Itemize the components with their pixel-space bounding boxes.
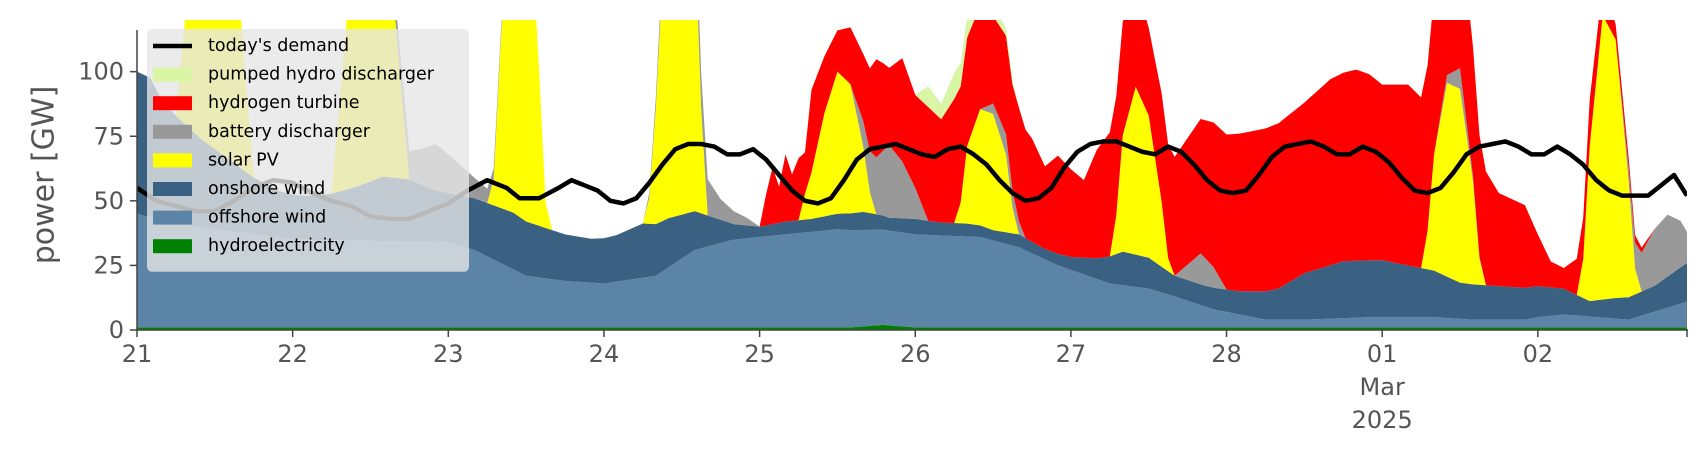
y-tick-label: 50 bbox=[93, 187, 124, 215]
legend-swatch-onshore-wind bbox=[153, 182, 192, 196]
legend-label-pumped-hydro-discharger: pumped hydro discharger bbox=[208, 65, 435, 85]
legend-label-solar-pv: solar PV bbox=[208, 150, 279, 170]
legend-label-hydrogen-turbine: hydrogen turbine bbox=[208, 93, 360, 113]
legend-label-hydroelectricity: hydroelectricity bbox=[208, 236, 345, 256]
legend-box bbox=[147, 29, 469, 272]
area-offshore-wind bbox=[137, 213, 1687, 328]
legend-swatch-solar-pv bbox=[153, 153, 192, 168]
legend: today's demand pumped hydro discharger hyd… bbox=[147, 29, 469, 272]
y-axis-label: power [GW] bbox=[27, 86, 62, 265]
legend-swatch-hydroelectricity bbox=[153, 239, 192, 254]
legend-swatch-offshore-wind bbox=[153, 210, 192, 225]
y-tick-label: 25 bbox=[93, 251, 124, 279]
legend-label-battery-discharger: battery discharger bbox=[208, 122, 371, 142]
area-hydroelectricity bbox=[137, 324, 1687, 330]
legend-swatch-hydrogen-turbine bbox=[153, 96, 192, 111]
x-tick-label: 28 bbox=[1211, 340, 1242, 368]
x-tick-label: 21 bbox=[122, 340, 153, 368]
x-tick-label: 23 bbox=[433, 340, 464, 368]
legend-label-today-s-demand: today's demand bbox=[208, 36, 349, 56]
legend-label-onshore-wind: onshore wind bbox=[208, 179, 325, 199]
legend-swatch-battery-discharger bbox=[153, 124, 192, 139]
x-tick-label: 01 bbox=[1367, 340, 1398, 368]
x-tick-label: Mar bbox=[1360, 373, 1405, 401]
x-tick-label: 02 bbox=[1523, 340, 1554, 368]
x-tick-label: 22 bbox=[277, 340, 308, 368]
legend-swatch-pumped-hydro-discharger bbox=[153, 67, 192, 82]
x-tick-label: 27 bbox=[1056, 340, 1087, 368]
area-onshore-wind bbox=[137, 71, 1687, 320]
x-tick-label: 24 bbox=[589, 340, 620, 368]
area-solar-pv bbox=[137, 20, 1687, 302]
x-tick-label: 2025 bbox=[1352, 406, 1413, 434]
y-tick-label: 0 bbox=[109, 316, 124, 344]
x-tick-label: 26 bbox=[900, 340, 931, 368]
area-hydrogen-turbine bbox=[137, 20, 1687, 295]
x-tick-label: 25 bbox=[744, 340, 775, 368]
axes: 0 25 50 75 100 21 22 23 24 25 26 27 28 01 Mar 2025 02 bbox=[78, 30, 1688, 434]
y-tick-label: 75 bbox=[93, 122, 124, 150]
legend-label-offshore-wind: offshore wind bbox=[208, 208, 326, 228]
y-tick-label: 100 bbox=[78, 58, 124, 86]
